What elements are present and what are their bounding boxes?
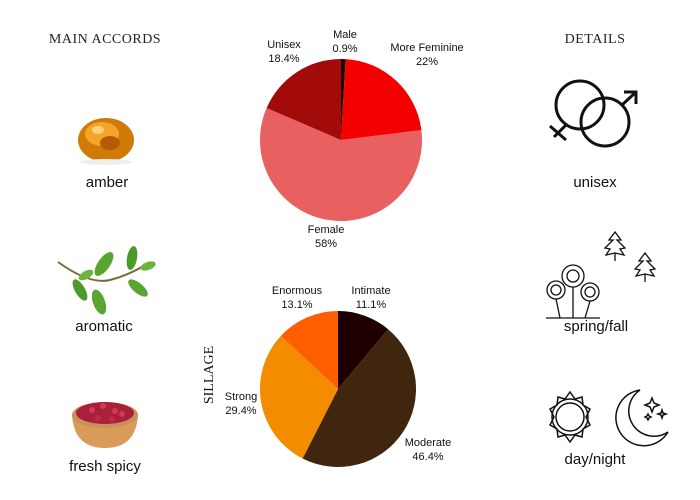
slice-name: Strong bbox=[224, 391, 258, 403]
slice-percent: 46.4% bbox=[412, 451, 444, 463]
pie-slice-more-feminine bbox=[341, 59, 422, 141]
pie-slice-male bbox=[341, 59, 346, 140]
pie-label-enormous: Enormous 13.1% bbox=[272, 284, 322, 312]
slice-name: Enormous bbox=[271, 285, 323, 297]
gender-pie-chart bbox=[260, 59, 423, 222]
sillage-title: SILLAGE bbox=[202, 345, 217, 405]
slice-percent: 18.4% bbox=[268, 53, 300, 65]
pie-label-moderate: Moderate 46.4% bbox=[405, 436, 451, 464]
detail-label-gender: unisex bbox=[573, 174, 617, 191]
pie-label-more-feminine: More Feminine 22% bbox=[390, 41, 463, 69]
pie-label-unisex: Unisex 18.4% bbox=[267, 38, 301, 66]
details-title: DETAILS bbox=[564, 32, 626, 47]
slice-name: Intimate bbox=[351, 285, 391, 297]
accord-label-amber: amber bbox=[85, 174, 129, 191]
slice-name: Moderate bbox=[404, 437, 452, 449]
flowers-and-maple-leaves-icon bbox=[546, 230, 657, 319]
pie-slice-strong bbox=[260, 335, 338, 459]
pie-slice-enormous bbox=[280, 311, 338, 389]
detail-label-season: spring/fall bbox=[563, 318, 629, 335]
accord-label-aromatic: aromatic bbox=[75, 318, 133, 335]
herb-sprig-image bbox=[57, 246, 156, 315]
accord-label-fresh-spicy: fresh spicy bbox=[69, 458, 141, 475]
sillage-pie-chart bbox=[260, 311, 417, 467]
gender-symbols-icon bbox=[549, 79, 638, 148]
detail-label-time: day/night bbox=[564, 451, 626, 468]
pie-slice-unisex bbox=[266, 59, 341, 140]
slice-name: Male bbox=[333, 29, 357, 41]
pie-slice-female bbox=[260, 107, 423, 222]
slice-percent: 0.9% bbox=[332, 43, 358, 55]
slice-percent: 22% bbox=[415, 56, 439, 68]
slice-name: More Feminine bbox=[390, 42, 464, 54]
main-accords-title: MAIN ACCORDS bbox=[48, 32, 162, 47]
pink-pepper-bowl-image bbox=[72, 402, 138, 448]
sun-and-moon-icon bbox=[549, 389, 669, 447]
pie-label-female: Female 58% bbox=[308, 223, 345, 251]
slice-name: Female bbox=[307, 224, 345, 236]
pie-label-strong: Strong 29.4% bbox=[225, 390, 257, 418]
amber-stone-image bbox=[78, 118, 134, 165]
pie-label-male: Male 0.9% bbox=[332, 28, 357, 56]
pie-slice-moderate bbox=[302, 329, 417, 467]
slice-percent: 29.4% bbox=[225, 405, 257, 417]
slice-percent: 58% bbox=[314, 238, 338, 250]
slice-percent: 11.1% bbox=[355, 299, 387, 311]
pie-label-intimate: Intimate 11.1% bbox=[351, 284, 390, 312]
slice-name: Unisex bbox=[267, 39, 301, 51]
pie-slice-intimate bbox=[338, 311, 389, 389]
slice-percent: 13.1% bbox=[281, 299, 313, 311]
